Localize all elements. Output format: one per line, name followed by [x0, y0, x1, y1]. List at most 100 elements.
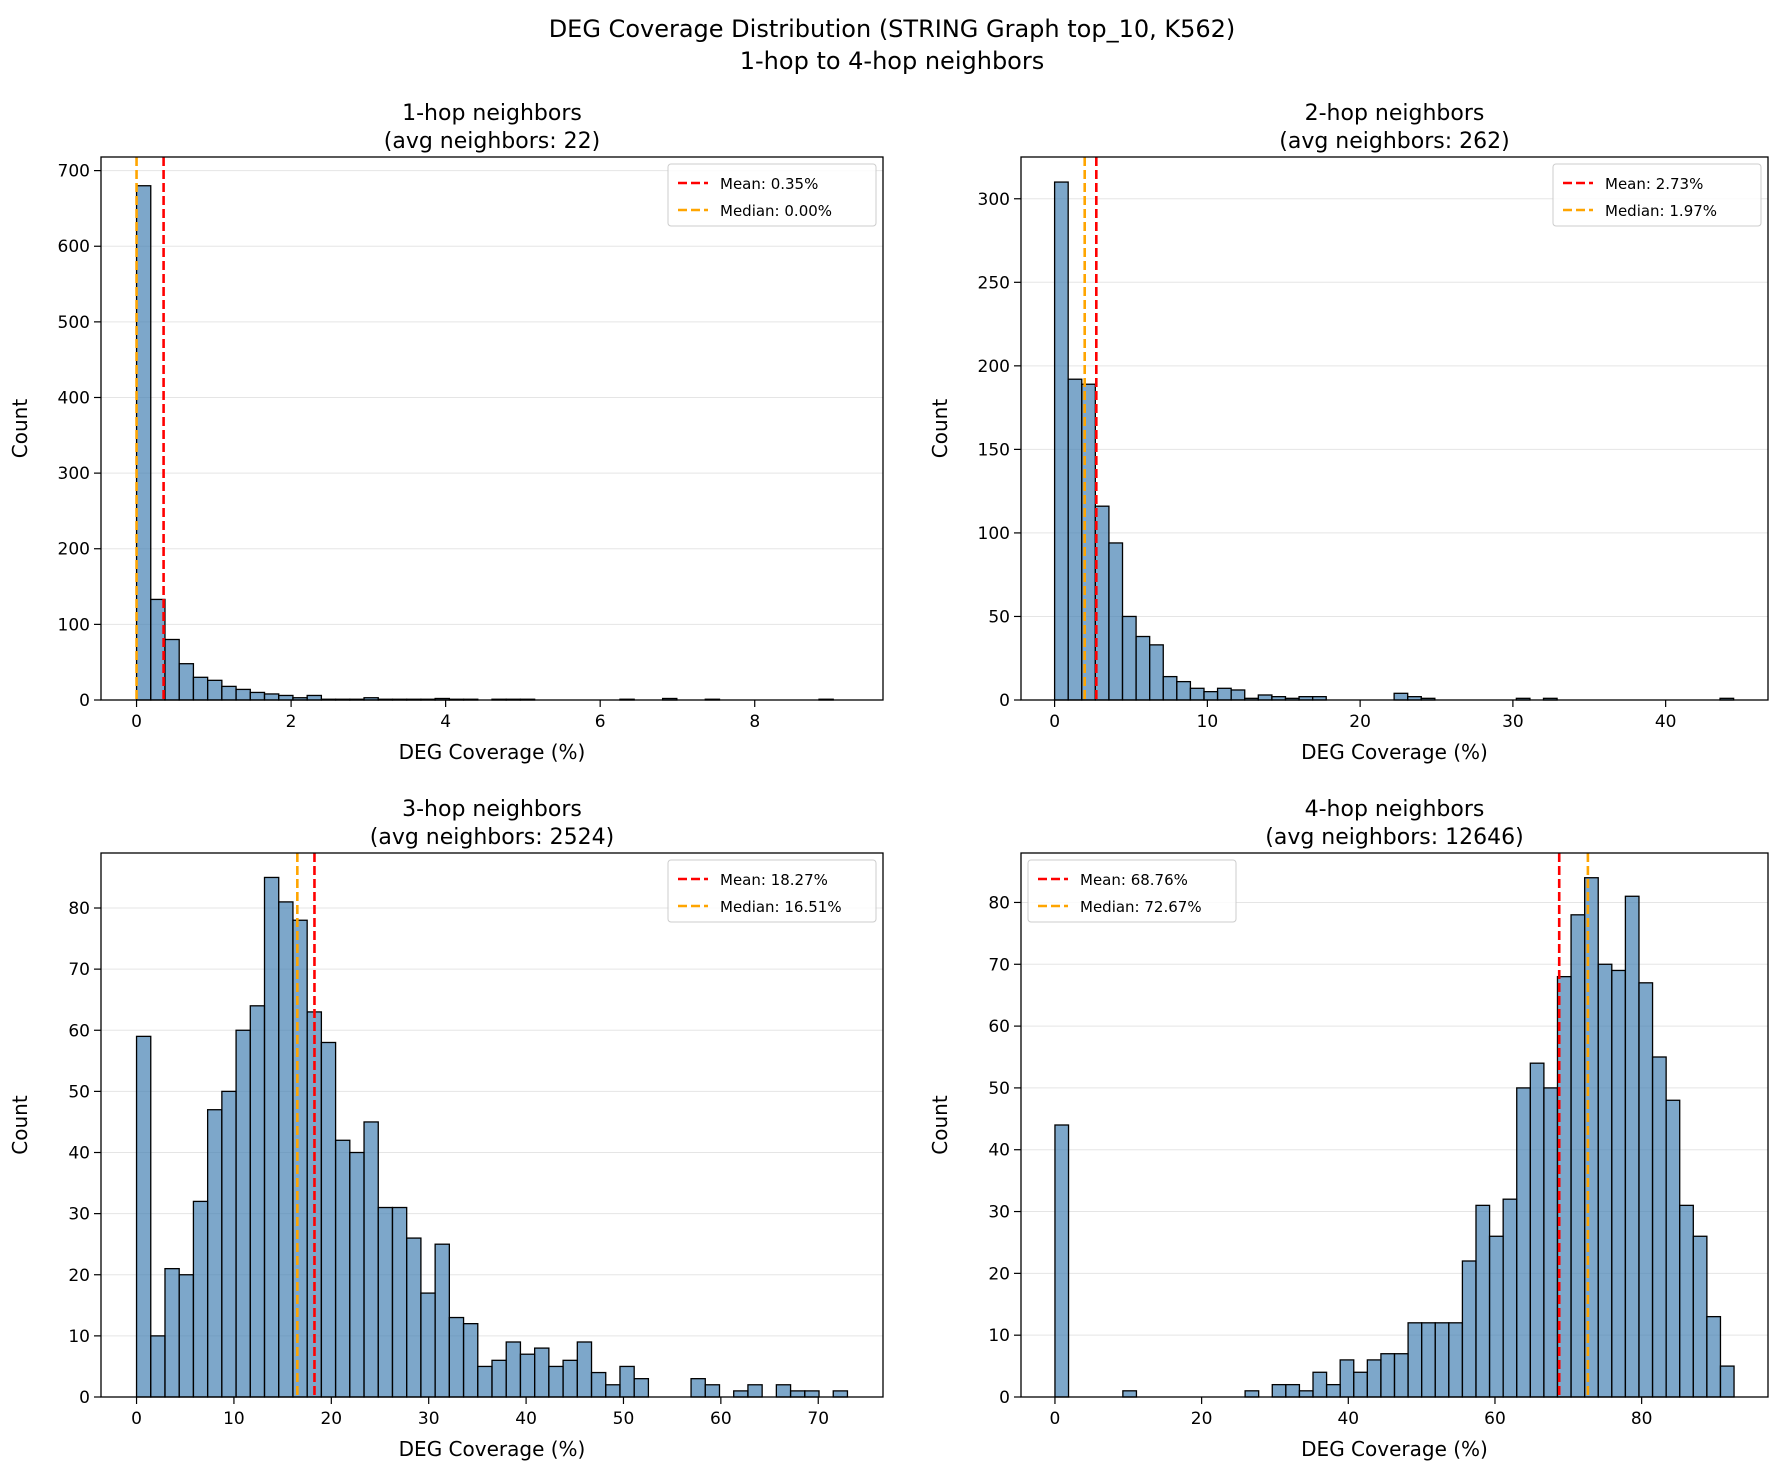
subplot-title-line1: 2-hop neighbors: [1305, 101, 1485, 126]
histogram-bar: [1488, 1235, 1504, 1398]
histogram-bar: [832, 1390, 849, 1398]
legend-mean-label: Mean: 68.76%: [1080, 871, 1188, 889]
histogram-bar: [1271, 1383, 1287, 1398]
histogram-bar: [1189, 687, 1205, 701]
y-axis-label: Count: [8, 399, 32, 459]
subplot-title-line1: 1-hop neighbors: [402, 101, 582, 126]
histogram-bar: [1421, 1322, 1436, 1398]
histogram-bar: [1692, 1235, 1708, 1398]
histogram-bar: [477, 1365, 493, 1398]
histogram-bar: [192, 1200, 209, 1398]
y-tick-label: 50: [988, 607, 1010, 627]
y-tick-label: 40: [988, 1141, 1010, 1161]
histogram-bar: [1407, 1322, 1423, 1398]
legend-mean-label: Mean: 18.27%: [720, 871, 828, 889]
legend: Mean: 0.35% Median: 0.00%: [667, 163, 877, 227]
histogram-bar: [505, 1341, 522, 1398]
histogram-bar: [349, 1151, 365, 1398]
histogram-bar: [633, 1378, 650, 1398]
axes-frame: [1020, 156, 1769, 701]
x-tick-label: 60: [1484, 1409, 1506, 1429]
histogram-bar: [1529, 1062, 1545, 1398]
x-axis-label: DEG Coverage (%): [1301, 1437, 1488, 1461]
histogram-bar: [249, 691, 266, 701]
y-tick-label: 70: [68, 960, 90, 980]
histogram-bar: [1121, 615, 1137, 701]
histogram-bar: [1162, 675, 1178, 701]
histogram-bar: [1638, 982, 1654, 1398]
y-tick-label: 200: [58, 540, 90, 560]
histogram-bar: [1434, 1322, 1450, 1398]
histogram-bar: [1516, 1087, 1531, 1398]
y-tick-label: 30: [988, 1203, 1010, 1223]
subplot-2: 0 10 20 30 40 0 50 100 150 200 250 300 DEG Coverage …: [928, 101, 1769, 764]
y-tick-label: 0: [79, 1388, 90, 1408]
histogram-bar: [135, 1035, 152, 1398]
histogram-bar: [334, 1139, 351, 1398]
x-tick-label: 2: [286, 712, 297, 732]
y-tick-label: 50: [68, 1082, 90, 1102]
legend-box: [667, 859, 877, 923]
histogram-bar: [1570, 914, 1586, 1398]
histogram-bar: [1312, 1371, 1328, 1398]
y-tick-label: 10: [68, 1327, 90, 1347]
x-tick-label: 10: [1197, 712, 1219, 732]
histogram-bar: [1108, 542, 1124, 701]
y-tick-label: 250: [978, 273, 1010, 293]
legend-median-label: Median: 16.51%: [720, 898, 842, 916]
y-tick-label: 40: [68, 1144, 90, 1164]
x-tick-label: 0: [131, 712, 142, 732]
x-tick-label: 30: [1502, 712, 1524, 732]
histogram-bar: [733, 1390, 749, 1398]
axes-frame: [100, 156, 884, 701]
figure-title-line2: 1-hop to 4-hop neighbors: [740, 47, 1044, 75]
histogram-bar: [164, 1267, 180, 1398]
y-tick-label: 70: [988, 955, 1010, 975]
subplot-3: 0 10 20 30 40 50 60 70 0 10 20 30 40 50 60 70 80 DEG Cove…: [8, 797, 884, 1461]
x-tick-label: 0: [131, 1409, 142, 1429]
histogram-bar: [434, 1243, 450, 1398]
subplot-1: 0 2 4 6 8 0 100 200 300 400 500 600 700 DEG Coverage …: [8, 101, 884, 764]
histogram-bar: [1298, 1390, 1314, 1398]
histogram-bar: [690, 1378, 706, 1398]
histogram-bar: [1285, 1383, 1301, 1398]
histogram-bar: [206, 679, 223, 701]
histogram-bar: [320, 1041, 337, 1398]
legend-median-label: Median: 72.67%: [1080, 898, 1202, 916]
y-tick-label: 300: [58, 464, 90, 484]
y-tick-label: 600: [58, 237, 90, 257]
subplot-4: 0 20 40 60 80 0 10 20 30 40 50 60 70 80 DEG Coverage (…: [928, 797, 1769, 1461]
histogram-bar: [1353, 1371, 1368, 1398]
histogram-bar: [1624, 895, 1640, 1398]
histogram-bar: [804, 1390, 820, 1398]
subplot-title-line1: 3-hop neighbors: [402, 797, 582, 822]
histogram-bar: [150, 1335, 166, 1398]
legend-median-label: Median: 1.97%: [1605, 202, 1717, 220]
histogram-bar: [462, 1323, 479, 1398]
histogram-bar: [1461, 1260, 1477, 1398]
x-tick-label: 6: [595, 712, 606, 732]
y-tick-label: 500: [58, 313, 90, 333]
histogram-bar: [1244, 1390, 1260, 1398]
histogram-bar: [1053, 181, 1069, 701]
histogram-bar: [1203, 690, 1219, 701]
histogram-bar: [1393, 692, 1409, 701]
subplot-title-line2: (avg neighbors: 2524): [370, 825, 614, 850]
histogram-bar: [491, 1359, 507, 1398]
histogram-bar: [1067, 378, 1083, 701]
y-tick-label: 10: [988, 1326, 1010, 1346]
y-axis-label: Count: [928, 399, 952, 459]
histogram-bar: [605, 1384, 621, 1398]
histogram-bar: [363, 1121, 379, 1398]
x-axis-label: DEG Coverage (%): [399, 1437, 586, 1461]
x-tick-label: 0: [1050, 1409, 1061, 1429]
histogram-bar: [192, 676, 209, 701]
histogram-bar: [263, 693, 280, 701]
y-tick-label: 20: [68, 1266, 90, 1286]
histogram-bar: [1257, 694, 1273, 701]
y-tick-label: 150: [978, 440, 1010, 460]
axes-frame: [1020, 852, 1769, 1398]
figure-title-line1: DEG Coverage Distribution (STRING Graph …: [549, 15, 1236, 43]
histogram-bar: [1149, 644, 1164, 701]
histogram-bar: [1325, 1383, 1341, 1398]
